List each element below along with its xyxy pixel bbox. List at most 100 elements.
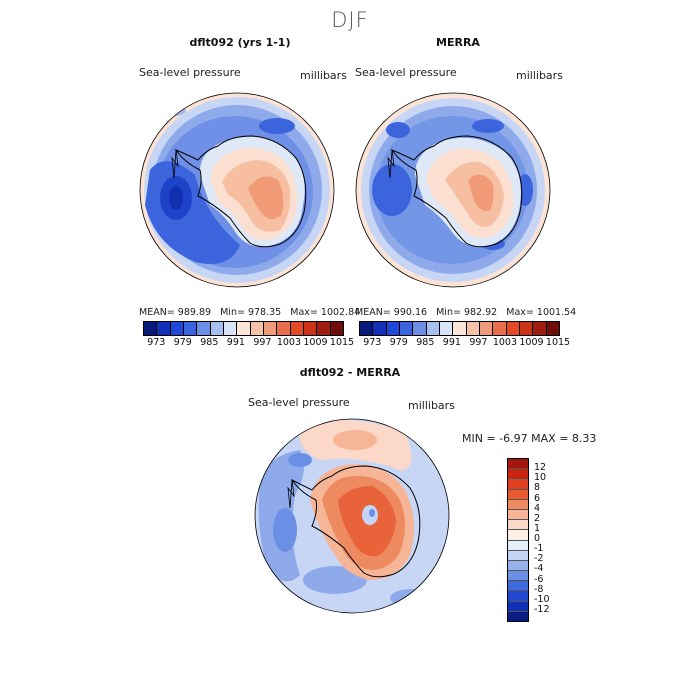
- colorbar-swatch: [508, 520, 528, 531]
- colorbar-swatch: [439, 322, 454, 335]
- panel-1-min-label: Min=: [220, 307, 245, 318]
- panel-2-stats: MEAN= 990.16 Min= 982.92 Max= 1001.54: [355, 307, 576, 318]
- colorbar-tick-label: 1003: [276, 337, 302, 348]
- colorbar-swatch: [508, 601, 528, 612]
- colorbar-swatch: [508, 560, 528, 572]
- colorbar-tick-label: 1003: [492, 337, 518, 348]
- colorbar-swatch: [157, 322, 171, 335]
- colorbar-tick-label: 1015: [545, 337, 571, 348]
- colorbar-tick-label: -6: [534, 573, 544, 585]
- colorbar-tick-label: -12: [534, 603, 550, 615]
- panel-2-units: millibars: [516, 69, 563, 82]
- colorbar-tick-label: -8: [534, 583, 544, 595]
- colorbar-swatch: [508, 530, 528, 541]
- colorbar-tick-label: 973: [147, 337, 166, 348]
- colorbar-tick-label: 991: [226, 337, 245, 348]
- panel-1-title: dflt092 (yrs 1-1): [189, 36, 291, 49]
- panel-1-mean-label: MEAN=: [139, 307, 175, 318]
- colorbar-swatch: [303, 322, 318, 335]
- panel-2-colorbar: [359, 321, 560, 336]
- panel-1-max: 1002.84: [320, 307, 361, 318]
- colorbar-tick-label: 979: [389, 337, 408, 348]
- colorbar-swatch: [426, 322, 440, 335]
- colorbar-tick-label: 997: [469, 337, 488, 348]
- colorbar-swatch: [479, 322, 494, 335]
- colorbar-tick-label: -10: [534, 593, 550, 605]
- colorbar-tick-label: 985: [200, 337, 219, 348]
- panel-3-variable: Sea-level pressure: [248, 396, 350, 409]
- colorbar-swatch: [546, 322, 559, 335]
- colorbar-tick-label: 8: [534, 482, 541, 494]
- colorbar-tick-label: 979: [173, 337, 192, 348]
- colorbar-tick-label: 2: [534, 512, 541, 524]
- colorbar-swatch: [508, 581, 528, 592]
- panel-2-max: 1001.54: [536, 307, 577, 318]
- panel-3-colorbar: [507, 458, 529, 622]
- colorbar-tick-label: 12: [534, 462, 547, 474]
- colorbar-tick-label: 10: [534, 472, 547, 484]
- colorbar-swatch: [144, 322, 158, 335]
- colorbar-swatch: [508, 489, 528, 500]
- colorbar-tick-label: 997: [253, 337, 272, 348]
- colorbar-swatch: [508, 469, 528, 480]
- colorbar-swatch: [413, 322, 427, 335]
- colorbar-tick-label: 1015: [329, 337, 355, 348]
- colorbar-swatch: [508, 509, 528, 521]
- panel-3-title: dflt092 - MERRA: [299, 366, 401, 379]
- colorbar-swatch: [317, 322, 331, 335]
- colorbar-swatch: [170, 322, 184, 335]
- colorbar-swatch: [519, 322, 534, 335]
- colorbar-tick-label: 1009: [519, 337, 544, 348]
- panel-1-colorbar: [143, 321, 344, 336]
- panel-2-max-label: Max=: [506, 307, 534, 318]
- panel-2-mean: 990.16: [393, 307, 428, 318]
- panel-1-max-label: Max=: [290, 307, 318, 318]
- panel-1-units: millibars: [300, 69, 347, 82]
- colorbar-swatch: [508, 571, 528, 582]
- panel-2-min-label: Min=: [436, 307, 461, 318]
- panel-3-min: -6.97: [499, 432, 528, 445]
- colorbar-swatch: [277, 322, 291, 335]
- colorbar-tick-label: 1009: [303, 337, 328, 348]
- colorbar-swatch: [508, 479, 528, 490]
- panel-2-min: 982.92: [463, 307, 498, 318]
- colorbar-swatch: [330, 322, 343, 335]
- colorbar-swatch: [508, 459, 528, 470]
- colorbar-swatch: [508, 611, 528, 621]
- panel-3-max: 8.33: [571, 432, 597, 445]
- colorbar-tick-label: 0: [534, 533, 541, 544]
- colorbar-swatch: [237, 322, 251, 335]
- colorbar-tick-label: 973: [363, 337, 382, 348]
- colorbar-swatch: [360, 322, 374, 335]
- colorbar-tick-label: 991: [442, 337, 461, 348]
- colorbar-swatch: [493, 322, 507, 335]
- colorbar-swatch: [508, 591, 528, 602]
- panel-2-colorbar-ticks: 973 979 985 991 997 1003 1009 1015: [359, 337, 570, 349]
- colorbar-swatch: [508, 499, 528, 510]
- colorbar-tick-label: 6: [534, 492, 541, 504]
- panel-2-mean-label: MEAN=: [355, 307, 391, 318]
- colorbar-swatch: [290, 322, 304, 335]
- panel-1-variable: Sea-level pressure: [139, 66, 241, 79]
- colorbar-tick-label: 1: [534, 522, 541, 534]
- colorbar-swatch: [506, 322, 520, 335]
- panel-3-max-label: MAX =: [531, 432, 569, 445]
- colorbar-swatch: [533, 322, 547, 335]
- colorbar-swatch: [466, 322, 480, 335]
- colorbar-swatch: [373, 322, 387, 335]
- panel-1-stats: MEAN= 989.89 Min= 978.35 Max= 1002.84: [139, 307, 360, 318]
- colorbar-swatch: [197, 322, 211, 335]
- colorbar-swatch: [223, 322, 238, 335]
- colorbar-tick-label: -2: [534, 553, 544, 565]
- colorbar-swatch: [508, 550, 528, 561]
- panel-3-stats: MIN = -6.97 MAX = 8.33: [462, 432, 596, 445]
- panel-2-title: MERRA: [436, 36, 480, 49]
- panel-1-min: 978.35: [247, 307, 282, 318]
- panel-1-colorbar-ticks: 973 979 985 991 997 1003 1009 1015: [143, 337, 354, 349]
- panel-3-min-label: MIN =: [462, 432, 496, 445]
- panel-2-variable: Sea-level pressure: [355, 66, 457, 79]
- figure-title: DJF: [331, 8, 369, 32]
